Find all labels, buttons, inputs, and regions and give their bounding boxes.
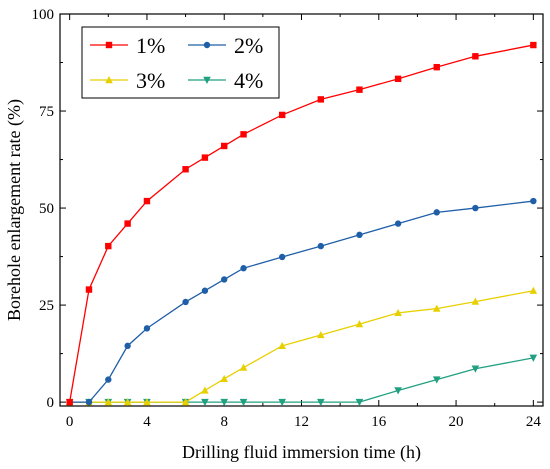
legend-label: 4% [234,68,263,93]
data-point [278,398,286,407]
legend-item: 1% [90,33,165,58]
series-line [69,200,534,403]
data-point [85,286,93,293]
x-tick-label: 4 [143,414,151,430]
legend: 1% 2% 3% 4% [81,26,280,99]
data-point [433,63,440,71]
legend-label: 3% [136,68,165,93]
y-tick-label: 100 [32,7,55,23]
data-point [220,398,229,407]
data-point [530,197,537,205]
y-tick-label: 50 [39,201,54,217]
data-point [472,53,479,60]
data-point [105,242,112,250]
x-tick-label: 16 [371,414,387,430]
data-point [201,386,209,394]
data-point [432,376,441,384]
y-axis-title: Borehole enlargement rate (%) [4,99,25,321]
data-point [471,297,480,305]
legend-item: 3% [90,68,165,93]
data-point [394,220,402,227]
data-point [356,231,363,239]
legend-item: 2% [188,33,263,58]
data-point [278,111,286,119]
data-point [143,325,151,332]
x-axis-title: Drilling fluid immersion time (h) [182,442,421,463]
data-point [124,342,131,350]
data-point [181,398,190,406]
data-point [104,398,113,406]
data-point [201,154,209,161]
data-point [201,398,209,407]
data-point [278,341,286,350]
x-tick-label: 20 [449,414,464,430]
data-point [472,204,479,212]
data-point [85,398,93,406]
y-tick-label: 25 [39,298,54,314]
legend-item: 4% [188,68,263,93]
data-point [123,398,132,406]
data-point [317,398,325,407]
data-point [471,365,480,373]
legend-marker [203,41,211,49]
data-point [220,374,229,383]
data-point [355,398,364,407]
legend-label: 2% [234,33,263,58]
data-point [221,276,228,283]
data-point [182,298,189,306]
series-line [69,290,534,403]
data-point [317,96,325,103]
x-tick-label: 24 [526,414,542,430]
axis-ticks: 0 4 8 12 16 20 24 0 25 50 75 100 [32,7,543,430]
data-point [355,320,364,328]
data-point [394,387,402,395]
data-point [278,253,286,261]
data-point [529,286,538,294]
series-1 [66,41,537,406]
data-point [201,287,209,294]
data-point [143,197,151,205]
data-point [317,330,325,339]
data-point [66,398,73,406]
y-tick-label: 75 [39,104,54,120]
data-point [105,376,112,383]
legend-label: 1% [136,33,165,58]
data-point [240,131,247,138]
data-point [530,41,537,49]
series-2 [66,197,537,406]
y-tick-label: 0 [47,395,55,411]
data-point [432,304,441,312]
data-point [433,209,440,216]
data-point [356,86,363,93]
data-point [221,142,228,150]
data-point [182,166,189,173]
data-point [240,265,247,272]
data-point [529,354,538,362]
legend-marker [105,76,113,84]
series-line [69,357,534,403]
legend-marker [105,41,113,49]
data-point [394,308,402,317]
x-tick-label: 0 [66,414,74,430]
series-3 [65,286,538,406]
series-line [69,44,534,403]
data-point [394,75,402,83]
data-point [317,242,325,250]
x-tick-label: 8 [220,414,228,430]
legend-marker [203,76,211,84]
data-point [239,398,248,407]
legend-box [81,26,280,99]
x-tick-label: 12 [294,414,309,430]
data-point [239,363,248,371]
series-4 [65,354,538,407]
data-point [124,220,131,227]
data-point [143,398,151,406]
series-layer [65,41,538,407]
